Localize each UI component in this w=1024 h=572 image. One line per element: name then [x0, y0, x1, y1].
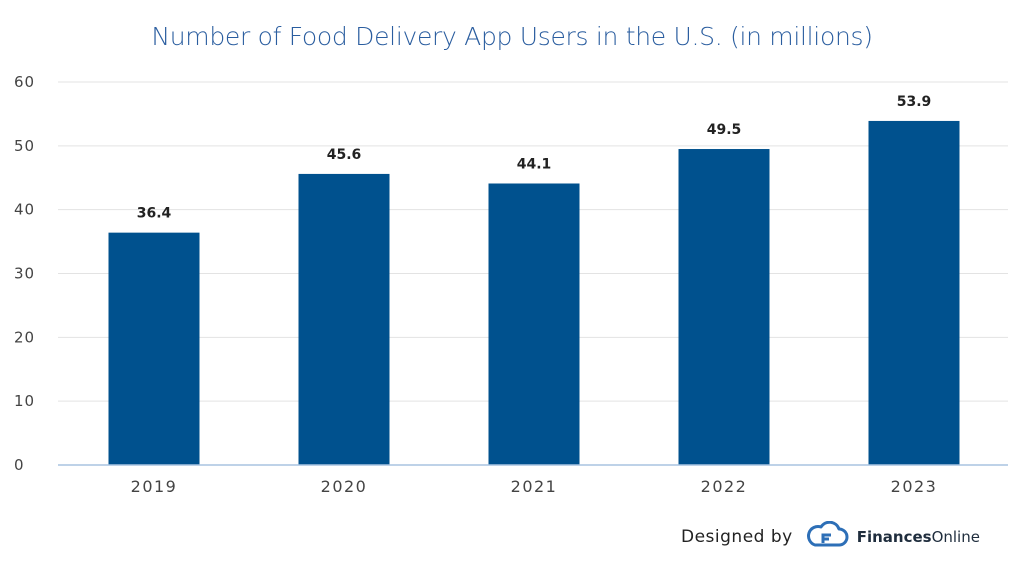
- y-tick-label: 10: [14, 392, 35, 410]
- x-tick-label: 2023: [891, 477, 938, 496]
- y-tick-label: 50: [14, 137, 35, 155]
- x-tick-label: 2022: [701, 477, 748, 496]
- footer-credit: Designed by Finances Online: [681, 520, 980, 554]
- x-tick-label: 2020: [321, 477, 368, 496]
- x-tick-label: 2021: [511, 477, 558, 496]
- data-label: 53.9: [897, 94, 932, 110]
- bar-2020: [298, 173, 390, 466]
- brand-name-bold: Finances: [856, 528, 932, 546]
- bar-2021: [488, 183, 580, 465]
- y-tick-label: 0: [14, 456, 25, 474]
- y-tick-label: 40: [14, 201, 35, 219]
- y-tick-label: 60: [14, 73, 35, 91]
- y-axis-ticks: 0 10 20 30 40 50 60: [14, 73, 35, 474]
- x-axis-ticks: 2019 2020 2021 2022 2023: [131, 477, 938, 496]
- data-label: 45.6: [327, 147, 362, 163]
- data-label: 36.4: [137, 206, 172, 222]
- data-label: 49.5: [707, 122, 742, 138]
- designed-by-text: Designed by: [681, 527, 793, 547]
- x-tick-label: 2019: [131, 477, 178, 496]
- bar-2022: [678, 149, 770, 465]
- cloud-f-logo-icon: [803, 520, 851, 554]
- data-label: 44.1: [517, 156, 552, 172]
- data-labels: 36.4 45.6 44.1 49.5 53.9: [137, 94, 932, 222]
- y-tick-label: 30: [14, 265, 35, 283]
- bars: [108, 120, 960, 466]
- y-tick-label: 20: [14, 328, 35, 346]
- chart-title: Number of Food Delivery App Users in the…: [151, 22, 873, 51]
- bar-2023: [868, 120, 960, 466]
- brand-name-light: Online: [931, 528, 980, 546]
- bar-2019: [108, 232, 200, 465]
